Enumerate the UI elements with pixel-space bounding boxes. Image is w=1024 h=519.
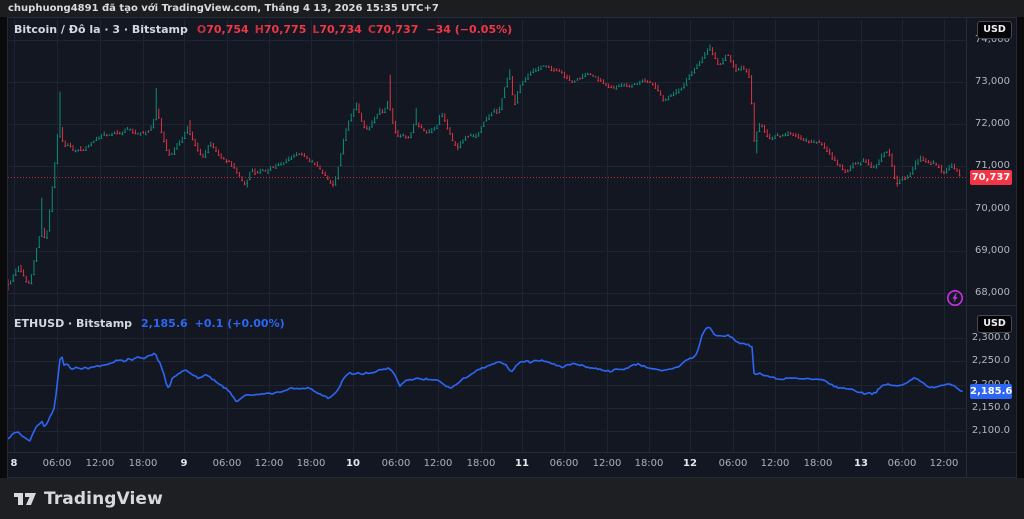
eth-last-price-badge: 2,185.6 [970,383,1013,399]
btc-last-price-badge: 70,737 [970,169,1012,185]
attribution-text: chuphuong4891 đã tạo với TradingView.com… [8,3,439,14]
price-chart-canvas[interactable] [8,18,1016,477]
eth-currency-button[interactable]: USD [977,315,1012,333]
time-tick-label: 18:00 [466,458,496,469]
price-tick-label: 72,000 [975,118,1010,130]
price-tick-label: 2,100.0 [971,425,1010,437]
close-label: C [367,23,376,36]
flash-reaction-icon[interactable] [946,289,964,307]
open-label: O [196,23,207,36]
tradingview-logo-link[interactable]: TradingView [13,489,163,509]
time-tick-label: 11 [515,458,529,469]
time-tick-label: 12:00 [592,458,622,469]
time-tick-label: 06:00 [887,458,917,469]
time-tick-label: 12:00 [929,458,959,469]
price-tick-label: 71,000 [975,160,1010,172]
time-tick-label: 18:00 [128,458,158,469]
time-tick-label: 06:00 [42,458,72,469]
btc-symbol-title: Bitcoin / Đô la · 3 · Bitstamp [14,23,188,36]
time-tick-label: 06:00 [381,458,411,469]
low-number: 70,734 [319,23,362,36]
tradingview-logo-text: TradingView [44,488,163,509]
time-tick-label: 12:00 [423,458,453,469]
time-tick-label: 18:00 [634,458,664,469]
time-tick-label: 13 [854,458,868,469]
price-tick-label: 74,000 [975,33,1010,45]
time-tick-label: 8 [10,458,18,469]
eth-symbol-title: ETHUSD · Bitstamp [14,317,133,330]
high-number: 70,775 [263,23,307,36]
time-tick-label: 18:00 [803,458,833,469]
btc-legend[interactable]: Bitcoin / Đô la · 3 · Bitstamp O70,754 H70… [14,23,512,37]
time-tick-label: 18:00 [296,458,326,469]
close-number: 70,737 [375,23,419,36]
time-tick-label: 06:00 [212,458,242,469]
price-tick-label: 2,250.0 [971,355,1010,367]
btc-candles [8,44,961,291]
time-tick-label: 12:00 [760,458,790,469]
time-tick-label: 12:00 [85,458,115,469]
price-tick-label: 70,000 [975,202,1010,214]
btc-high-value: H70,775 [255,23,307,36]
footer-bar: TradingView [0,478,1024,519]
open-number: 70,754 [206,23,249,36]
btc-low-value: L70,734 [312,23,361,36]
time-tick-label: 06:00 [549,458,579,469]
price-tick-label: 2,300.0 [971,332,1010,343]
chart-widget: Bitcoin / Đô la · 3 · Bitstamp O70,754 H70… [7,17,1017,478]
attribution-bar: chuphuong4891 đã tạo với TradingView.com… [0,0,1024,17]
btc-close-value: C70,737 [368,23,419,36]
eth-legend[interactable]: ETHUSD · Bitstamp 2,185.6 +0.1 (+0.00%) [14,317,285,331]
time-axis[interactable]: 8 06:00 12:00 18:00 9 06:00 12:00 18:00 10 06:00 1… [8,452,966,477]
eth-line [8,326,963,442]
time-tick-label: 06:00 [718,458,748,469]
price-tick-label: 68,000 [975,287,1010,298]
btc-change: −34 (−0.05%) [426,23,513,36]
low-label: L [312,23,320,36]
lightning-bolt-icon [952,293,958,303]
btc-currency-button[interactable]: USD [977,21,1012,39]
time-tick-label: 9 [180,458,188,469]
price-tick-label: 2,150.0 [971,402,1010,414]
high-label: H [254,23,264,36]
eth-last-value: 2,185.6 [141,317,188,330]
time-tick-label: 12 [683,458,697,469]
btc-open-value: O70,754 [197,23,249,36]
price-tick-label: 69,000 [975,244,1010,256]
time-tick-label: 12:00 [254,458,284,469]
eth-change: +0.1 (+0.00%) [194,317,285,330]
time-tick-label: 10 [346,458,360,469]
price-tick-label: 73,000 [975,76,1010,87]
tradingview-logo-icon [14,492,36,505]
